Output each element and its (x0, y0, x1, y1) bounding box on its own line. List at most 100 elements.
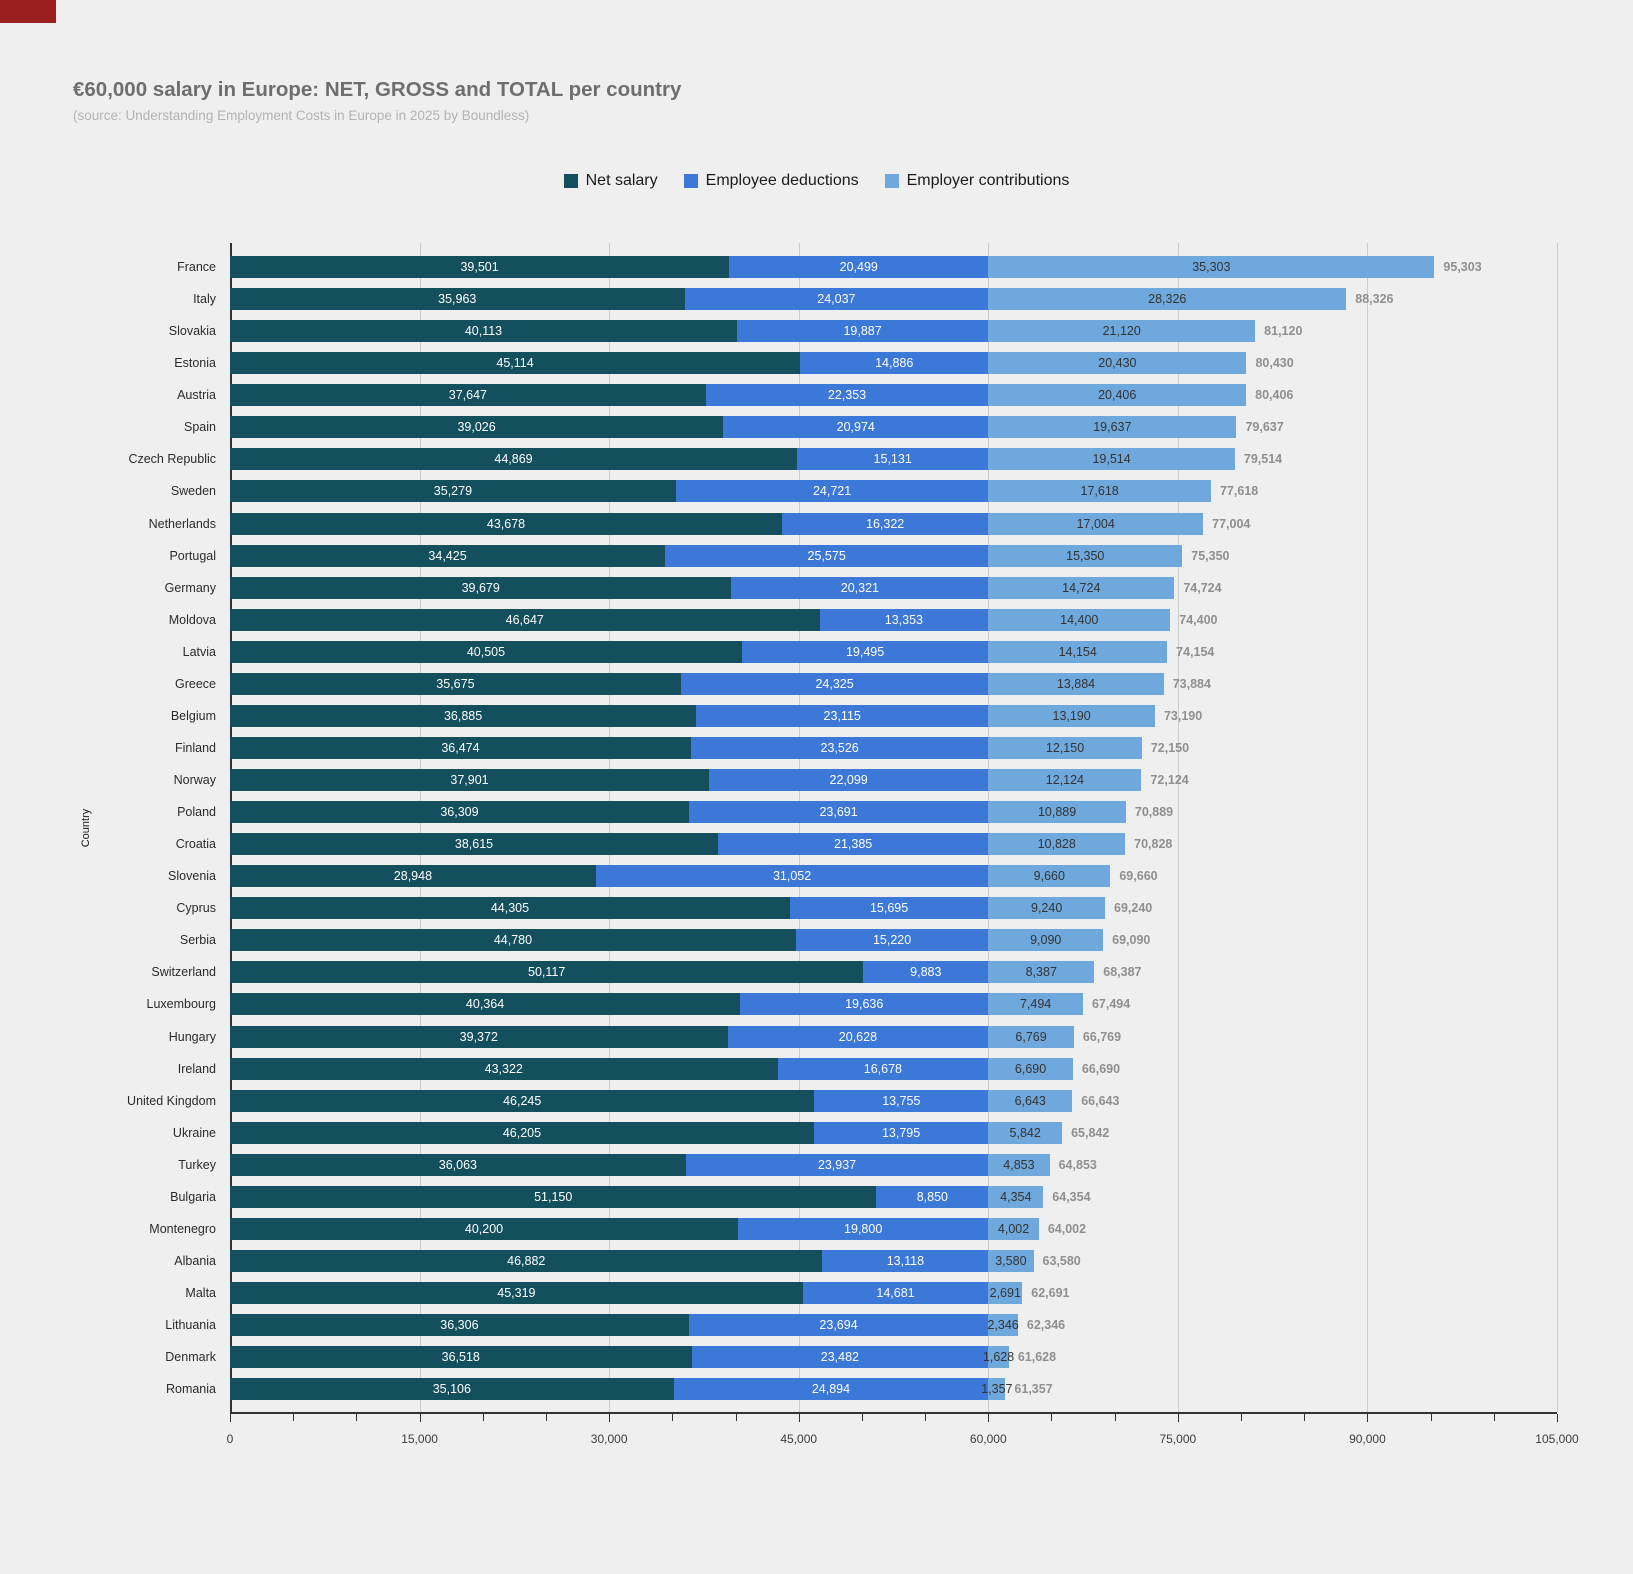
employer-contributions-segment[interactable]: 6,769 (988, 1025, 1074, 1048)
employer-contributions-segment[interactable]: 6,690 (988, 1057, 1073, 1080)
employer-contributions-segment[interactable]: 21,120 (988, 320, 1256, 343)
employee-deductions-segment[interactable]: 16,322 (782, 512, 989, 535)
net-salary-segment[interactable]: 45,319 (230, 1282, 803, 1305)
net-salary-segment[interactable]: 40,364 (230, 993, 741, 1016)
employee-deductions-segment[interactable]: 16,678 (777, 1057, 989, 1080)
employee-deductions-segment[interactable]: 23,937 (685, 1153, 989, 1176)
net-salary-segment[interactable]: 50,117 (230, 961, 864, 984)
net-salary-segment[interactable]: 44,780 (230, 929, 796, 952)
employer-contributions-segment[interactable]: 19,637 (988, 416, 1237, 439)
net-salary-segment[interactable]: 46,647 (230, 608, 820, 631)
employee-deductions-segment[interactable]: 24,325 (680, 672, 989, 695)
employee-deductions-segment[interactable]: 13,755 (814, 1089, 989, 1112)
legend-item-net-salary[interactable]: Net salary (563, 172, 658, 190)
employer-contributions-segment[interactable]: 14,154 (988, 640, 1168, 663)
employer-contributions-segment[interactable]: 8,387 (988, 961, 1095, 984)
legend-item-employer-contributions[interactable]: Employer contributions (884, 172, 1069, 190)
employee-deductions-segment[interactable]: 8,850 (876, 1185, 989, 1208)
net-salary-segment[interactable]: 44,305 (230, 897, 790, 920)
employee-deductions-segment[interactable]: 20,321 (731, 576, 989, 599)
net-salary-segment[interactable]: 38,615 (230, 833, 719, 856)
net-salary-segment[interactable]: 36,518 (230, 1346, 692, 1369)
employee-deductions-segment[interactable]: 13,795 (813, 1121, 989, 1144)
net-salary-segment[interactable]: 34,425 (230, 544, 666, 567)
net-salary-segment[interactable]: 39,372 (230, 1025, 728, 1048)
net-salary-segment[interactable]: 40,505 (230, 640, 742, 663)
net-salary-segment[interactable]: 36,309 (230, 801, 689, 824)
employer-contributions-segment[interactable]: 4,002 (988, 1217, 1039, 1240)
net-salary-segment[interactable]: 43,322 (230, 1057, 778, 1080)
net-salary-segment[interactable]: 36,306 (230, 1314, 689, 1337)
net-salary-segment[interactable]: 35,963 (230, 288, 685, 311)
employee-deductions-segment[interactable]: 19,887 (736, 320, 989, 343)
employee-deductions-segment[interactable]: 31,052 (595, 865, 989, 888)
employer-contributions-segment[interactable]: 3,580 (988, 1249, 1034, 1272)
employee-deductions-segment[interactable]: 23,691 (688, 801, 989, 824)
employer-contributions-segment[interactable]: 17,004 (988, 512, 1204, 535)
net-salary-segment[interactable]: 37,647 (230, 384, 706, 407)
employee-deductions-segment[interactable]: 15,220 (795, 929, 989, 952)
employer-contributions-segment[interactable]: 13,884 (988, 672, 1164, 695)
employee-deductions-segment[interactable]: 13,118 (822, 1249, 989, 1272)
employee-deductions-segment[interactable]: 19,495 (741, 640, 989, 663)
employer-contributions-segment[interactable]: 5,842 (988, 1121, 1063, 1144)
employer-contributions-segment[interactable]: 17,618 (988, 480, 1211, 503)
employee-deductions-segment[interactable]: 14,681 (802, 1282, 989, 1305)
employee-deductions-segment[interactable]: 23,694 (688, 1314, 989, 1337)
net-salary-segment[interactable]: 39,501 (230, 256, 730, 279)
employer-contributions-segment[interactable]: 13,190 (988, 704, 1155, 727)
employer-contributions-segment[interactable]: 4,853 (988, 1153, 1050, 1176)
employer-contributions-segment[interactable]: 35,303 (988, 256, 1435, 279)
employer-contributions-segment[interactable]: 14,724 (988, 576, 1175, 599)
net-salary-segment[interactable]: 51,150 (230, 1185, 877, 1208)
employer-contributions-segment[interactable]: 20,430 (988, 352, 1247, 375)
employee-deductions-segment[interactable]: 20,628 (727, 1025, 989, 1048)
employee-deductions-segment[interactable]: 24,894 (673, 1378, 989, 1401)
legend-item-employee-deductions[interactable]: Employee deductions (683, 172, 859, 190)
employee-deductions-segment[interactable]: 23,526 (690, 736, 989, 759)
employee-deductions-segment[interactable]: 15,695 (789, 897, 989, 920)
employer-contributions-segment[interactable]: 12,150 (988, 736, 1142, 759)
net-salary-segment[interactable]: 35,106 (230, 1378, 674, 1401)
net-salary-segment[interactable]: 28,948 (230, 865, 596, 888)
employee-deductions-segment[interactable]: 23,482 (691, 1346, 989, 1369)
employee-deductions-segment[interactable]: 25,575 (665, 544, 989, 567)
employer-contributions-segment[interactable]: 9,090 (988, 929, 1104, 952)
employer-contributions-segment[interactable]: 2,346 (987, 1314, 1019, 1337)
employee-deductions-segment[interactable]: 19,636 (740, 993, 989, 1016)
employer-contributions-segment[interactable]: 1,357 (981, 1378, 1012, 1401)
net-salary-segment[interactable]: 36,885 (230, 704, 697, 727)
net-salary-segment[interactable]: 35,279 (230, 480, 676, 503)
employer-contributions-segment[interactable]: 19,514 (988, 448, 1235, 471)
employee-deductions-segment[interactable]: 24,037 (684, 288, 989, 311)
net-salary-segment[interactable]: 46,205 (230, 1121, 814, 1144)
employer-contributions-segment[interactable]: 15,350 (988, 544, 1183, 567)
employer-contributions-segment[interactable]: 10,828 (988, 833, 1126, 856)
net-salary-segment[interactable]: 35,675 (230, 672, 681, 695)
net-salary-segment[interactable]: 40,113 (230, 320, 737, 343)
employer-contributions-segment[interactable]: 20,406 (988, 384, 1247, 407)
net-salary-segment[interactable]: 45,114 (230, 352, 801, 375)
net-salary-segment[interactable]: 39,679 (230, 576, 732, 599)
employee-deductions-segment[interactable]: 23,115 (696, 704, 989, 727)
net-salary-segment[interactable]: 40,200 (230, 1217, 739, 1240)
net-salary-segment[interactable]: 36,063 (230, 1153, 686, 1176)
net-salary-segment[interactable]: 39,026 (230, 416, 724, 439)
employee-deductions-segment[interactable]: 20,974 (723, 416, 989, 439)
net-salary-segment[interactable]: 43,678 (230, 512, 782, 535)
employer-contributions-segment[interactable]: 9,240 (988, 897, 1106, 920)
employer-contributions-segment[interactable]: 4,354 (988, 1185, 1044, 1208)
net-salary-segment[interactable]: 37,901 (230, 769, 709, 792)
employee-deductions-segment[interactable]: 9,883 (863, 961, 989, 984)
employee-deductions-segment[interactable]: 20,499 (729, 256, 989, 279)
net-salary-segment[interactable]: 46,882 (230, 1249, 823, 1272)
employer-contributions-segment[interactable]: 6,643 (988, 1089, 1073, 1112)
employer-contributions-segment[interactable]: 9,660 (988, 865, 1111, 888)
net-salary-segment[interactable]: 44,869 (230, 448, 798, 471)
employee-deductions-segment[interactable]: 21,385 (718, 833, 989, 856)
net-salary-segment[interactable]: 36,474 (230, 736, 691, 759)
employee-deductions-segment[interactable]: 14,886 (800, 352, 989, 375)
employer-contributions-segment[interactable]: 7,494 (988, 993, 1083, 1016)
employee-deductions-segment[interactable]: 24,721 (675, 480, 989, 503)
employer-contributions-segment[interactable]: 2,691 (988, 1282, 1023, 1305)
